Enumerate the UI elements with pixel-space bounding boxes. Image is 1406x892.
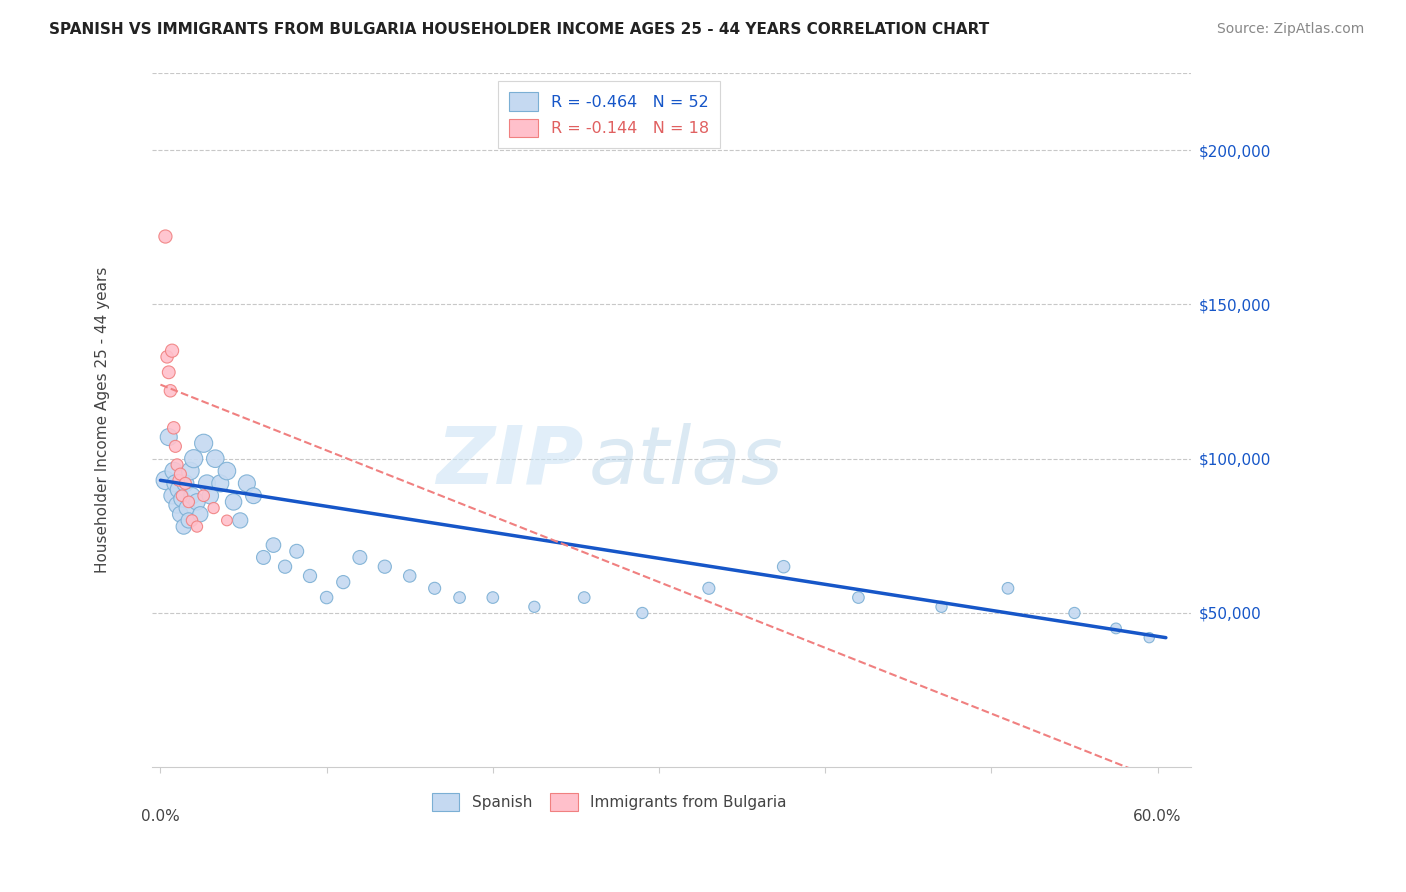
Point xyxy=(931,599,953,614)
Point xyxy=(215,513,238,527)
Point xyxy=(165,476,187,491)
Point xyxy=(165,439,187,453)
Point xyxy=(186,495,208,509)
Point xyxy=(574,591,596,605)
Point xyxy=(173,519,195,533)
Point xyxy=(242,489,264,503)
Point xyxy=(183,451,205,466)
Point xyxy=(177,495,200,509)
Point xyxy=(349,550,371,565)
Point xyxy=(179,464,201,478)
Point xyxy=(177,513,200,527)
Text: Source: ZipAtlas.com: Source: ZipAtlas.com xyxy=(1216,22,1364,37)
Point xyxy=(181,489,204,503)
Point xyxy=(186,519,208,533)
Point xyxy=(1063,606,1085,620)
Point xyxy=(697,582,720,596)
Point xyxy=(215,464,238,478)
Point xyxy=(156,350,179,364)
Point xyxy=(1105,621,1128,635)
Text: atlas: atlas xyxy=(588,423,783,500)
Text: Householder Income Ages 25 - 44 years: Householder Income Ages 25 - 44 years xyxy=(94,267,110,574)
Point xyxy=(160,489,183,503)
Point xyxy=(188,508,211,522)
Text: 0.0%: 0.0% xyxy=(141,809,180,824)
Text: SPANISH VS IMMIGRANTS FROM BULGARIA HOUSEHOLDER INCOME AGES 25 - 44 YEARS CORREL: SPANISH VS IMMIGRANTS FROM BULGARIA HOUS… xyxy=(49,22,990,37)
Point xyxy=(423,582,446,596)
Point xyxy=(1137,631,1160,645)
Point xyxy=(252,550,274,565)
Point xyxy=(160,343,183,358)
Point xyxy=(298,569,321,583)
Point xyxy=(631,606,654,620)
Point xyxy=(155,229,177,244)
Point xyxy=(374,559,396,574)
Point xyxy=(482,591,505,605)
Point xyxy=(176,501,198,516)
Legend: Spanish, Immigrants from Bulgaria: Spanish, Immigrants from Bulgaria xyxy=(425,786,794,819)
Point xyxy=(997,582,1019,596)
Point xyxy=(229,513,252,527)
Point xyxy=(163,464,186,478)
Point xyxy=(236,476,259,491)
Point xyxy=(169,508,191,522)
Point xyxy=(193,436,215,450)
Point xyxy=(315,591,337,605)
Point xyxy=(163,421,186,435)
Point xyxy=(274,559,297,574)
Point xyxy=(159,384,181,398)
Point xyxy=(157,365,180,379)
Text: 60.0%: 60.0% xyxy=(1133,809,1182,824)
Point xyxy=(181,513,204,527)
Point xyxy=(174,476,197,491)
Point xyxy=(195,476,218,491)
Point xyxy=(848,591,870,605)
Point xyxy=(169,467,191,482)
Point xyxy=(222,495,245,509)
Point xyxy=(200,489,222,503)
Point xyxy=(157,430,180,444)
Point xyxy=(209,476,232,491)
Point xyxy=(772,559,794,574)
Point xyxy=(167,483,190,497)
Point xyxy=(204,451,226,466)
Point xyxy=(166,498,188,512)
Text: ZIP: ZIP xyxy=(436,423,583,500)
Point xyxy=(166,458,188,472)
Point xyxy=(167,473,190,487)
Point xyxy=(398,569,420,583)
Point xyxy=(202,501,225,516)
Point xyxy=(262,538,284,552)
Point xyxy=(332,575,354,590)
Point xyxy=(170,489,193,503)
Point xyxy=(174,476,197,491)
Point xyxy=(285,544,308,558)
Point xyxy=(193,489,215,503)
Point xyxy=(170,491,193,506)
Point xyxy=(523,599,546,614)
Point xyxy=(155,473,177,487)
Point xyxy=(449,591,471,605)
